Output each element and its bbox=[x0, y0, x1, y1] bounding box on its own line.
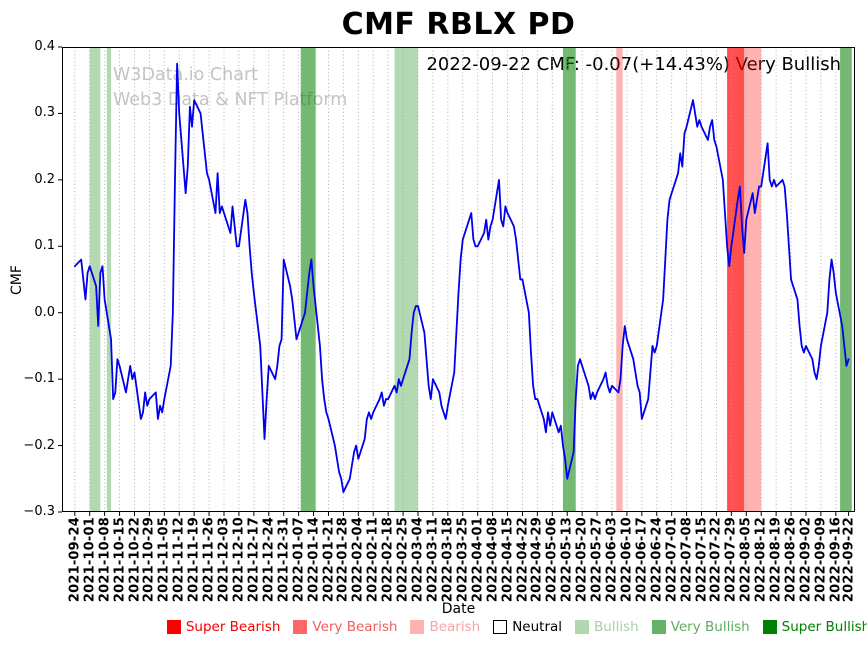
x-tick-label: 2021-12-10 bbox=[231, 517, 247, 603]
legend-label: Super Bullish bbox=[781, 619, 867, 635]
x-tick-label: 2022-01-14 bbox=[306, 517, 321, 603]
legend-label: Bearish bbox=[429, 619, 481, 635]
legend-item-neutral: Neutral bbox=[493, 619, 562, 635]
watermark-line2: Web3 Data & NFT Platform bbox=[113, 89, 348, 110]
x-tick-label: 2022-01-21 bbox=[321, 517, 336, 603]
legend-item-super-bearish: Super Bearish bbox=[166, 619, 281, 635]
x-tick-label: 2022-06-24 bbox=[649, 517, 665, 603]
x-tick-label: 2022-04-15 bbox=[500, 517, 515, 603]
x-tick-label: 2022-03-04 bbox=[410, 517, 426, 603]
legend-label: Very Bearish bbox=[312, 619, 398, 635]
x-tick-label: 2021-11-12 bbox=[171, 517, 187, 603]
axes-border bbox=[62, 47, 855, 512]
legend-swatch-icon bbox=[651, 620, 666, 634]
y-tick-label: 0.3 bbox=[34, 105, 55, 121]
x-tick-label: 2022-03-11 bbox=[425, 517, 441, 603]
x-tick-label: 2022-05-20 bbox=[574, 517, 590, 603]
x-tick-label: 2022-04-22 bbox=[515, 517, 530, 603]
x-tick-label: 2022-02-04 bbox=[350, 517, 366, 603]
x-tick-label: 2022-09-09 bbox=[813, 517, 829, 603]
legend-label: Neutral bbox=[512, 619, 563, 635]
legend-swatch-icon bbox=[166, 620, 181, 634]
x-tick-label: 2021-11-05 bbox=[156, 517, 172, 603]
x-tick-label: 2022-06-03 bbox=[604, 517, 620, 603]
x-tick-label: 2021-09-24 bbox=[67, 517, 83, 603]
cmf-line bbox=[73, 62, 850, 493]
x-tick-label: 2022-01-28 bbox=[335, 517, 351, 603]
signal-band-bullish bbox=[89, 47, 101, 512]
x-tick-label: 2021-10-22 bbox=[127, 517, 142, 603]
x-tick-label: 2022-08-19 bbox=[768, 517, 784, 603]
legend-label: Bullish bbox=[594, 619, 639, 635]
x-tick-label: 2022-07-01 bbox=[664, 517, 680, 603]
x-tick-label: 2022-05-06 bbox=[544, 517, 560, 603]
y-tick-label: −0.3 bbox=[23, 504, 55, 519]
legend-item-bearish: Bearish bbox=[410, 619, 480, 635]
y-tick-label: 0.0 bbox=[34, 304, 55, 320]
x-tick-label: 2022-02-25 bbox=[395, 517, 411, 603]
x-tick-label: 2022-07-15 bbox=[694, 517, 709, 603]
legend-item-bullish: Bullish bbox=[575, 619, 639, 635]
x-tick-label: 2022-03-25 bbox=[455, 517, 471, 603]
legend-item-very-bullish: Very Bullish bbox=[651, 619, 750, 635]
x-tick-label: 2022-01-07 bbox=[291, 517, 307, 603]
signal-band-bullish bbox=[394, 47, 418, 512]
legend-swatch-icon bbox=[575, 620, 590, 634]
x-tick-label: 2022-02-18 bbox=[380, 517, 396, 603]
x-tick-label: 2022-02-11 bbox=[365, 517, 381, 603]
legend-swatch-icon bbox=[493, 620, 508, 634]
legend-swatch-icon bbox=[410, 620, 425, 634]
x-tick-label: 2021-10-29 bbox=[141, 517, 157, 603]
x-tick-label: 2022-04-08 bbox=[485, 517, 501, 603]
legend-item-super-bullish: Super Bullish bbox=[762, 619, 867, 635]
y-tick-label: 0.4 bbox=[34, 39, 55, 54]
watermark: W3Data.io Chart Web3 Data & NFT Platform bbox=[113, 63, 347, 113]
signal-band-bearish bbox=[616, 47, 623, 512]
x-tick-label: 2021-12-17 bbox=[246, 517, 262, 603]
x-tick-label: 2021-10-15 bbox=[112, 517, 128, 603]
y-tick-label: 0.2 bbox=[34, 171, 55, 187]
x-tick-label: 2022-06-17 bbox=[634, 517, 650, 603]
x-tick-label: 2022-09-02 bbox=[798, 517, 814, 603]
x-tick-label: 2021-11-19 bbox=[186, 517, 202, 603]
legend-item-very-bearish: Very Bearish bbox=[293, 619, 397, 635]
plot-area bbox=[58, 46, 855, 516]
x-tick-label: 2021-12-24 bbox=[261, 517, 277, 603]
legend: Super Bearish Very Bearish Bearish Neutral B… bbox=[166, 619, 867, 635]
x-tick-label: 2021-10-01 bbox=[82, 517, 98, 603]
y-tick-label: −0.2 bbox=[23, 437, 55, 453]
x-tick-label: 2021-12-03 bbox=[216, 517, 232, 603]
signal-band-very-bullish bbox=[562, 47, 576, 512]
legend-label: Very Bullish bbox=[670, 619, 750, 635]
chart-title: CMF RBLX PD bbox=[341, 7, 576, 42]
signal-band-very-bullish bbox=[840, 47, 852, 512]
x-axis-title: Date bbox=[441, 601, 476, 617]
y-tick-label: 0.1 bbox=[34, 238, 55, 254]
x-tick-label: 2022-08-05 bbox=[738, 517, 754, 603]
x-tick-label: 2022-04-29 bbox=[529, 517, 545, 603]
x-tick-label: 2022-05-27 bbox=[589, 517, 605, 603]
x-tick-label: 2021-12-31 bbox=[276, 517, 292, 603]
x-tick-label: 2022-07-08 bbox=[679, 517, 695, 603]
legend-swatch-icon bbox=[293, 620, 308, 634]
x-tick-label: 2022-07-29 bbox=[723, 517, 739, 603]
signal-band-bullish bbox=[106, 47, 112, 512]
x-tick-label: 2022-04-01 bbox=[470, 517, 486, 603]
y-tick-labels: 0.4 0.3 0.2 0.1 0.0 −0.1 −0.2 −0.3 bbox=[0, 39, 55, 519]
x-tick-label: 2021-11-26 bbox=[201, 517, 217, 603]
signal-band-very-bearish bbox=[727, 47, 745, 512]
x-tick-label: 2022-07-22 bbox=[708, 517, 724, 603]
x-tick-label: 2022-08-12 bbox=[753, 517, 769, 603]
x-tick-label: 2022-05-13 bbox=[559, 517, 575, 603]
x-tick-label: 2022-08-26 bbox=[783, 517, 799, 603]
x-tick-label: 2021-10-08 bbox=[97, 517, 113, 603]
legend-swatch-icon bbox=[762, 620, 777, 634]
x-tick-label: 2022-03-18 bbox=[440, 517, 456, 603]
x-tick-label: 2022-06-10 bbox=[619, 517, 635, 603]
x-tick-labels: 2021-09-24 2021-10-01 2021-10-08 2021-10-15… bbox=[62, 517, 857, 603]
y-tick-label: −0.1 bbox=[23, 371, 55, 387]
legend-label: Super Bearish bbox=[185, 619, 281, 635]
x-tick-label: 2022-09-22 bbox=[841, 517, 857, 603]
